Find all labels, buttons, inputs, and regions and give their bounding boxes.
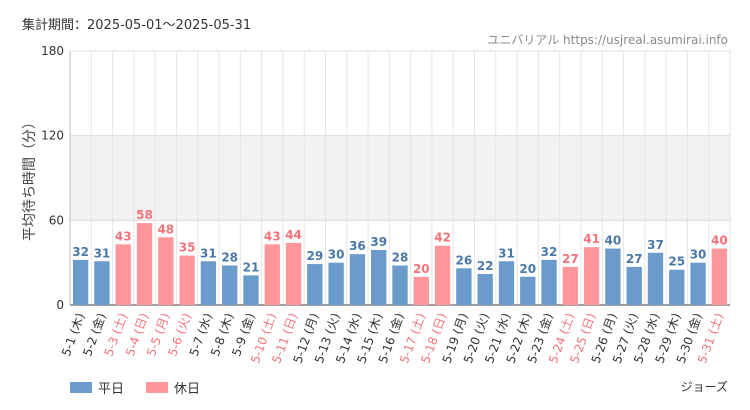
bar-value-label: 26 — [456, 253, 473, 267]
bar — [392, 265, 408, 305]
bar — [349, 254, 366, 305]
y-tick-label: 60 — [49, 213, 64, 227]
y-tick-label: 0 — [56, 298, 64, 312]
bar-value-label: 43 — [264, 229, 281, 243]
bar-value-label: 31 — [498, 246, 515, 260]
legend: 平日 休日 — [70, 378, 222, 397]
bar-value-label: 35 — [179, 241, 196, 255]
bar — [605, 248, 621, 305]
bar — [583, 247, 600, 305]
bar — [264, 244, 280, 305]
bar — [669, 269, 685, 305]
bar-value-label: 48 — [157, 222, 174, 236]
bar — [158, 237, 174, 305]
legend-swatch-weekday — [70, 382, 92, 393]
bar — [562, 266, 578, 305]
period-label: 集計期間：2025-05-01〜2025-05-31 — [22, 18, 252, 33]
bar-value-label: 40 — [711, 234, 728, 248]
bar — [222, 265, 238, 305]
bar — [179, 255, 195, 305]
bar — [498, 261, 515, 305]
bar-value-label: 31 — [200, 246, 217, 260]
bar — [115, 244, 131, 305]
legend-swatch-holiday — [146, 382, 169, 393]
bar-value-label: 36 — [349, 239, 366, 253]
bar-value-label: 25 — [668, 255, 685, 269]
bar-value-label: 28 — [392, 250, 409, 264]
bar — [413, 276, 429, 305]
legend-label-weekday: 平日 — [98, 382, 125, 397]
bar — [243, 275, 259, 305]
bar-value-label: 28 — [221, 250, 238, 264]
legend-item-holiday: 休日 — [146, 378, 200, 397]
bar-value-label: 30 — [690, 248, 707, 262]
bar — [434, 245, 451, 305]
bar-value-label: 32 — [541, 245, 558, 259]
bar — [136, 223, 153, 305]
bar — [711, 248, 728, 305]
bar — [626, 266, 642, 305]
bar — [200, 261, 217, 305]
bar — [307, 264, 323, 305]
bar-value-label: 20 — [413, 262, 430, 276]
source-label: ユニバリアル https://usjreal.asumirai.info — [487, 33, 728, 47]
bar — [285, 242, 302, 305]
attraction-label: ジョーズ — [680, 380, 728, 394]
bar-value-label: 39 — [370, 235, 387, 249]
bar-value-label: 27 — [562, 252, 579, 266]
bar — [94, 261, 110, 305]
bar — [371, 249, 387, 305]
bar — [690, 262, 706, 305]
bar-value-label: 27 — [626, 252, 643, 266]
y-axis-title: 平均待ち時間（分） — [22, 115, 38, 241]
bar — [456, 268, 472, 305]
bar — [328, 262, 344, 305]
bar-value-label: 22 — [477, 259, 494, 273]
y-tick-label: 180 — [41, 44, 64, 58]
bar — [647, 252, 664, 305]
bar-value-label: 31 — [94, 246, 111, 260]
legend-item-weekday: 平日 — [70, 378, 124, 397]
legend-label-holiday: 休日 — [174, 382, 201, 397]
bar — [541, 259, 557, 305]
y-tick-label: 120 — [41, 129, 64, 143]
bar-value-label: 21 — [243, 260, 260, 274]
bar — [72, 259, 89, 305]
bar-value-label: 58 — [136, 208, 153, 222]
shaded-band — [70, 135, 730, 221]
bar-value-label: 29 — [306, 249, 323, 263]
bar-value-label: 30 — [328, 248, 345, 262]
bar — [477, 273, 493, 305]
bar-value-label: 20 — [519, 262, 536, 276]
bar-value-label: 41 — [583, 232, 600, 246]
bar-value-label: 32 — [72, 245, 89, 259]
bar-value-label: 44 — [285, 228, 302, 242]
bar-value-label: 40 — [605, 234, 622, 248]
bar-value-label: 42 — [434, 231, 451, 245]
bar-value-label: 43 — [115, 229, 132, 243]
bar — [520, 276, 536, 305]
bar-value-label: 37 — [647, 238, 664, 252]
